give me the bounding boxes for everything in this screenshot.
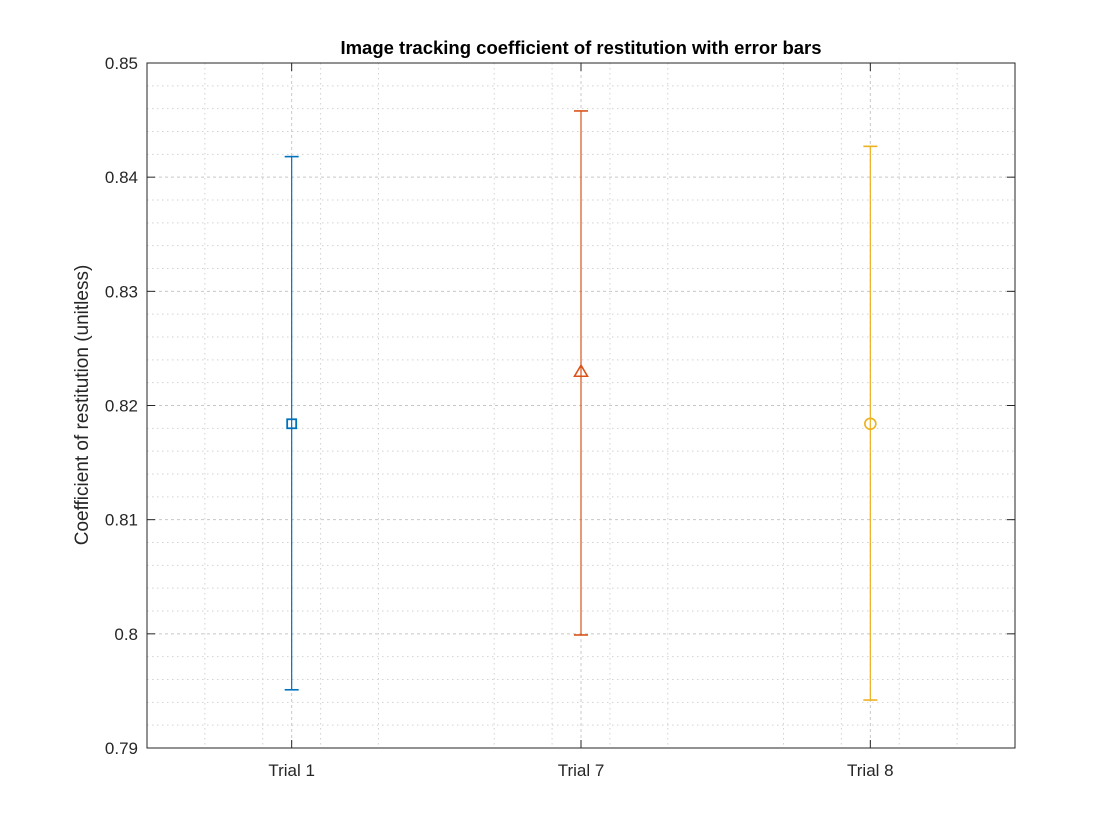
data-point-triangle-marker	[573, 363, 589, 378]
y-tick-label: 0.85	[105, 54, 138, 73]
axis-ticks	[147, 62, 1015, 749]
y-tick-label: 0.79	[105, 739, 138, 758]
y-tick-label: 0.81	[105, 511, 138, 530]
y-axis-label: Coefficient of restitution (unitless)	[72, 265, 93, 546]
error-bar-group-trial-7	[573, 110, 589, 636]
data-point-circle-marker	[864, 417, 877, 431]
chart-title: Image tracking coefficient of restitutio…	[340, 37, 821, 58]
x-tick-label: Trial 7	[558, 761, 605, 780]
x-tick-label: Trial 1	[268, 761, 315, 780]
error-bar-group-trial-8	[863, 145, 878, 701]
x-tick-label: Trial 8	[847, 761, 894, 780]
y-tick-label: 0.8	[114, 625, 138, 644]
error-bar-group-trial-1	[284, 155, 299, 691]
y-tick-labels: 0.79 0.8 0.81 0.82 0.83 0.84 0.85	[105, 54, 138, 758]
y-tick-label: 0.82	[105, 397, 138, 416]
y-tick-label: 0.83	[105, 282, 138, 301]
series-layer	[284, 110, 878, 701]
x-tick-labels: Trial 1 Trial 7 Trial 8	[268, 761, 893, 780]
data-point-square-marker	[286, 418, 298, 430]
y-tick-label: 0.84	[105, 168, 138, 187]
